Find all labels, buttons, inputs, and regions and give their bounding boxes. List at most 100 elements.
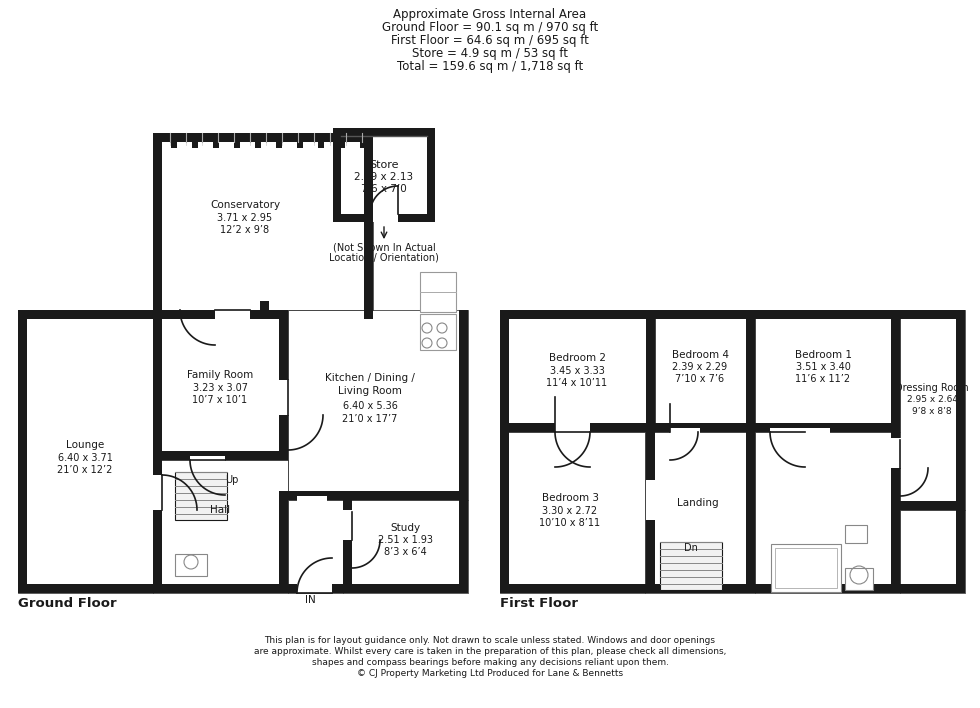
Bar (646, 310, 655, 432)
Text: © CJ Property Marketing Ltd Produced for Lane & Bennetts: © CJ Property Marketing Ltd Produced for… (357, 669, 623, 678)
Bar (956, 310, 965, 593)
Bar (427, 128, 435, 222)
Bar (32, 571, 62, 584)
Text: are approximate. Whilst every care is taken in the preparation of this plan, ple: are approximate. Whilst every care is ta… (254, 647, 726, 656)
Text: 6.40 x 3.71: 6.40 x 3.71 (58, 453, 113, 463)
Text: Landing: Landing (677, 498, 718, 508)
Text: Ground Floor = 90.1 sq m / 970 sq ft: Ground Floor = 90.1 sq m / 970 sq ft (382, 21, 598, 34)
Bar (746, 423, 900, 432)
Text: Bedroom 4: Bedroom 4 (671, 350, 728, 360)
Text: Living Room: Living Room (338, 386, 402, 396)
Bar (555, 428, 590, 441)
Text: IN: IN (305, 595, 316, 605)
Bar (655, 310, 755, 432)
Bar (343, 500, 352, 593)
Bar (288, 491, 468, 500)
Bar (153, 460, 162, 593)
Bar (153, 475, 165, 510)
Text: 21’0 x 12’2: 21’0 x 12’2 (57, 465, 113, 475)
Bar (279, 310, 288, 460)
Text: 3.45 x 3.33: 3.45 x 3.33 (550, 366, 605, 376)
Text: Family Room: Family Room (187, 370, 253, 380)
Bar (500, 423, 655, 432)
Bar (398, 214, 435, 222)
Text: Kitchen / Dining /: Kitchen / Dining / (325, 373, 415, 383)
Bar (500, 310, 965, 319)
Bar (153, 460, 288, 593)
Bar (260, 301, 269, 319)
Bar (333, 214, 370, 222)
Bar (175, 554, 207, 576)
Text: Location / Orientation): Location / Orientation) (329, 253, 439, 263)
Bar (153, 451, 288, 460)
Bar (755, 432, 900, 593)
Text: Bedroom 3: Bedroom 3 (542, 493, 599, 503)
Text: 8’3 x 6’4: 8’3 x 6’4 (383, 547, 426, 557)
Bar (288, 500, 343, 593)
Text: Study: Study (390, 523, 420, 533)
Text: Store = 4.9 sq m / 53 sq ft: Store = 4.9 sq m / 53 sq ft (412, 47, 568, 60)
Bar (339, 133, 345, 148)
Bar (297, 133, 303, 148)
Bar (153, 133, 373, 142)
Bar (555, 419, 590, 432)
Text: 10’7 x 10’1: 10’7 x 10’1 (192, 395, 248, 405)
Text: 3.51 x 3.40: 3.51 x 3.40 (796, 362, 851, 372)
Bar (775, 548, 837, 588)
Text: Dressing Room: Dressing Room (895, 383, 969, 393)
Text: 2.39 x 2.29: 2.39 x 2.29 (672, 362, 727, 372)
Bar (343, 500, 468, 593)
Text: First Floor = 64.6 sq m / 695 sq ft: First Floor = 64.6 sq m / 695 sq ft (391, 34, 589, 47)
Bar (333, 128, 435, 222)
Text: shapes and compass bearings before making any decisions reliant upon them.: shapes and compass bearings before makin… (312, 658, 668, 667)
Bar (364, 133, 373, 310)
Bar (333, 128, 435, 136)
Bar (770, 428, 805, 441)
Text: 3.71 x 2.95: 3.71 x 2.95 (218, 213, 272, 223)
Bar (18, 584, 153, 593)
Bar (755, 310, 900, 432)
Text: Approximate Gross Internal Area: Approximate Gross Internal Area (393, 8, 587, 21)
Text: 2.95 x 2.64: 2.95 x 2.64 (906, 396, 957, 404)
Bar (153, 133, 373, 310)
Bar (459, 310, 468, 593)
Bar (845, 525, 867, 543)
Bar (153, 133, 162, 310)
Text: Conservatory: Conservatory (210, 200, 280, 210)
Bar (297, 496, 327, 509)
Text: 9’8 x 8’8: 9’8 x 8’8 (912, 408, 952, 416)
Bar (279, 491, 288, 593)
Bar (276, 133, 282, 148)
Text: 12’2 x 9’8: 12’2 x 9’8 (220, 225, 270, 235)
Bar (171, 133, 177, 148)
Text: Store: Store (369, 160, 399, 170)
Bar (215, 306, 250, 319)
Bar (646, 432, 655, 593)
Bar (153, 584, 343, 593)
Bar (153, 310, 288, 460)
Text: This plan is for layout guidance only. Not drawn to scale unless stated. Windows: This plan is for layout guidance only. N… (265, 636, 715, 645)
Bar (18, 310, 153, 593)
Bar (891, 501, 965, 510)
Bar (153, 310, 162, 460)
Text: 3.30 x 2.72: 3.30 x 2.72 (543, 506, 598, 516)
Bar (646, 480, 659, 520)
Bar (18, 566, 27, 593)
Text: 11’4 x 10’11: 11’4 x 10’11 (547, 378, 608, 388)
Text: Bedroom 2: Bedroom 2 (549, 353, 606, 363)
Text: Total = 159.6 sq m / 1,718 sq ft: Total = 159.6 sq m / 1,718 sq ft (397, 60, 583, 73)
Bar (288, 310, 468, 500)
Bar (343, 510, 355, 540)
Bar (18, 310, 288, 319)
Bar (646, 423, 755, 432)
Text: Ground Floor: Ground Floor (18, 597, 117, 610)
Bar (500, 310, 509, 593)
Bar (360, 133, 366, 148)
Text: 7’10 x 7’6: 7’10 x 7’6 (675, 374, 724, 384)
Bar (670, 428, 700, 441)
Bar (900, 310, 965, 510)
Bar (343, 584, 468, 593)
Text: 3.23 x 3.07: 3.23 x 3.07 (192, 383, 248, 393)
Text: First Floor: First Floor (500, 597, 578, 610)
Bar (175, 472, 227, 520)
